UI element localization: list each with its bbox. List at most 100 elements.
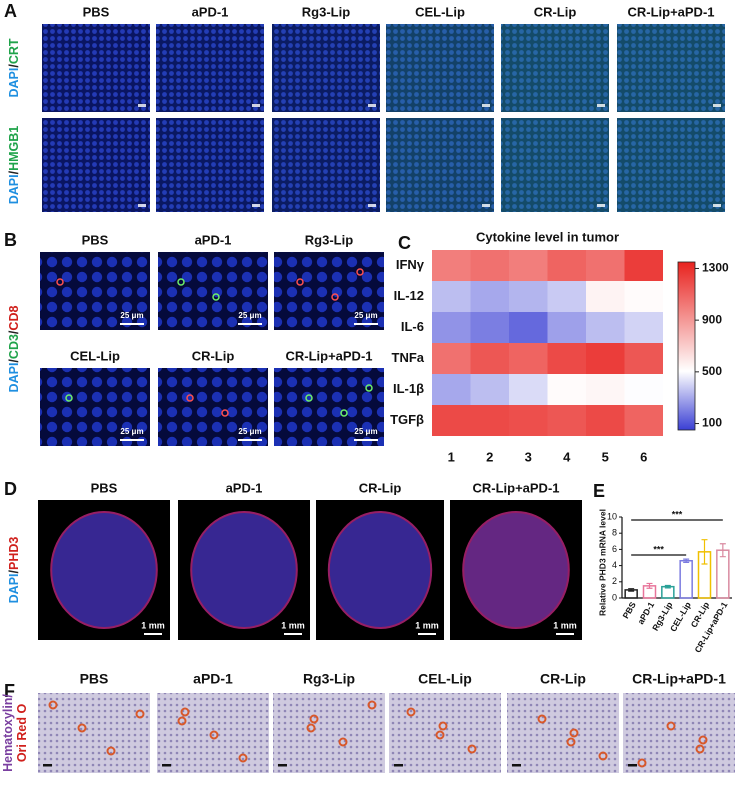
column-header: Rg3-Lip	[303, 671, 355, 687]
scale-bar	[713, 204, 721, 207]
column-header: PBS	[91, 480, 118, 495]
significance-label: ***	[672, 509, 683, 519]
micrograph-signal	[386, 118, 494, 212]
lipid-droplet	[435, 730, 445, 740]
row-label: DAPI/HMGB1	[7, 126, 21, 205]
heatmap-cell	[547, 312, 586, 343]
heatmap-col-label: 2	[486, 449, 493, 464]
heatmap-cell	[509, 374, 548, 405]
heatmap-cell	[432, 250, 471, 281]
scale-bar-label: 1 mm	[415, 620, 439, 630]
scale-bar	[394, 764, 403, 767]
scale-bar	[138, 204, 146, 207]
row-label: DAPI/CD3/CD8	[7, 306, 21, 393]
scale-bar	[252, 204, 260, 207]
scale-bar	[512, 764, 521, 767]
heatmap-cell	[624, 250, 663, 281]
heatmap-cell	[432, 374, 471, 405]
micrograph-signal	[42, 24, 150, 112]
heatmap-row-label: IFNγ	[396, 257, 425, 272]
colorbar-tick-label: 100	[702, 416, 722, 430]
panel-label: A	[4, 1, 17, 21]
y-tick-label: 0	[612, 592, 617, 602]
heatmap-cell	[547, 250, 586, 281]
micrograph	[501, 24, 609, 112]
scale-bar-label: 25 μm	[238, 311, 261, 320]
micrograph-signal	[272, 118, 380, 212]
scale-bar	[597, 204, 605, 207]
heatmap-cell	[624, 405, 663, 436]
micrograph	[156, 24, 264, 112]
error-bar	[683, 558, 690, 563]
y-tick-label: 2	[612, 576, 617, 586]
column-header: CEL-Lip	[70, 348, 120, 363]
lipid-droplet	[467, 744, 477, 754]
lipid-droplet	[338, 737, 348, 747]
scale-bar-label: 25 μm	[120, 311, 143, 320]
column-header: CR-Lip+aPD-1	[472, 480, 559, 495]
y-tick-label: 10	[607, 511, 617, 521]
row-label-part: CD8	[7, 306, 21, 331]
lipid-droplet	[569, 728, 579, 738]
row-label: Ori Red O	[15, 704, 29, 763]
micrograph	[274, 252, 384, 330]
heatmap-col-label: 1	[448, 449, 455, 464]
scale-bar-label: 1 mm	[553, 620, 577, 630]
lipid-droplet	[106, 746, 116, 756]
heatmap-cell	[470, 343, 509, 374]
micrograph	[38, 693, 150, 773]
column-header: CEL-Lip	[415, 4, 465, 19]
y-tick-label: 4	[612, 560, 617, 570]
column-header: PBS	[83, 4, 110, 19]
heatmap-cell	[586, 343, 625, 374]
heatmap-cell	[547, 281, 586, 312]
heatmap-cell	[509, 312, 548, 343]
row-label-part: DAPI	[7, 363, 21, 393]
column-header: CR-Lip+aPD-1	[632, 671, 726, 687]
panel-label: E	[593, 481, 605, 501]
heatmap-col-label: 3	[525, 449, 532, 464]
lipid-droplet	[48, 700, 58, 710]
y-axis-label: Relative PHD3 mRNA level	[597, 509, 607, 616]
cell-marker	[305, 394, 313, 402]
heatmap-cell	[470, 312, 509, 343]
heatmap-cell	[586, 405, 625, 436]
lipid-droplet	[438, 721, 448, 731]
heatmap-cell	[509, 343, 548, 374]
column-header: CR-Lip	[540, 671, 586, 687]
row-label: DAPI/CRT	[7, 38, 21, 97]
significance-label: ***	[653, 544, 664, 554]
chart-title: Cytokine level in tumor	[476, 229, 619, 244]
heatmap-cell	[432, 343, 471, 374]
tissue-section	[462, 511, 570, 629]
micrograph	[272, 118, 380, 212]
cell-marker	[212, 293, 220, 301]
scale-bar-label: 25 μm	[354, 311, 377, 320]
heatmap-cell	[624, 312, 663, 343]
heatmap-cell	[470, 374, 509, 405]
lipid-droplet	[135, 709, 145, 719]
micrograph	[501, 118, 609, 212]
heatmap-col-label: 6	[640, 449, 647, 464]
heatmap-cell	[509, 250, 548, 281]
heatmap-cell	[586, 374, 625, 405]
scale-bar	[43, 764, 52, 767]
heatmap-cell	[509, 281, 548, 312]
lipid-droplet	[637, 758, 647, 768]
y-tick-label: 8	[612, 528, 617, 538]
micrograph	[272, 24, 380, 112]
heatmap-row-label: TGFβ	[390, 412, 424, 427]
heatmap-cell	[470, 281, 509, 312]
micrograph-signal	[42, 118, 150, 212]
heatmap-cell	[624, 374, 663, 405]
panel-label: C	[398, 233, 411, 253]
micrograph-signal	[617, 24, 725, 112]
micrograph	[42, 118, 150, 212]
heatmap-cell	[624, 343, 663, 374]
error-bar	[664, 584, 671, 589]
scale-bar	[252, 104, 260, 107]
row-label-part: /	[7, 170, 21, 174]
lipid-droplet	[537, 714, 547, 724]
column-header: Rg3-Lip	[302, 4, 350, 19]
cell-marker	[365, 384, 373, 392]
